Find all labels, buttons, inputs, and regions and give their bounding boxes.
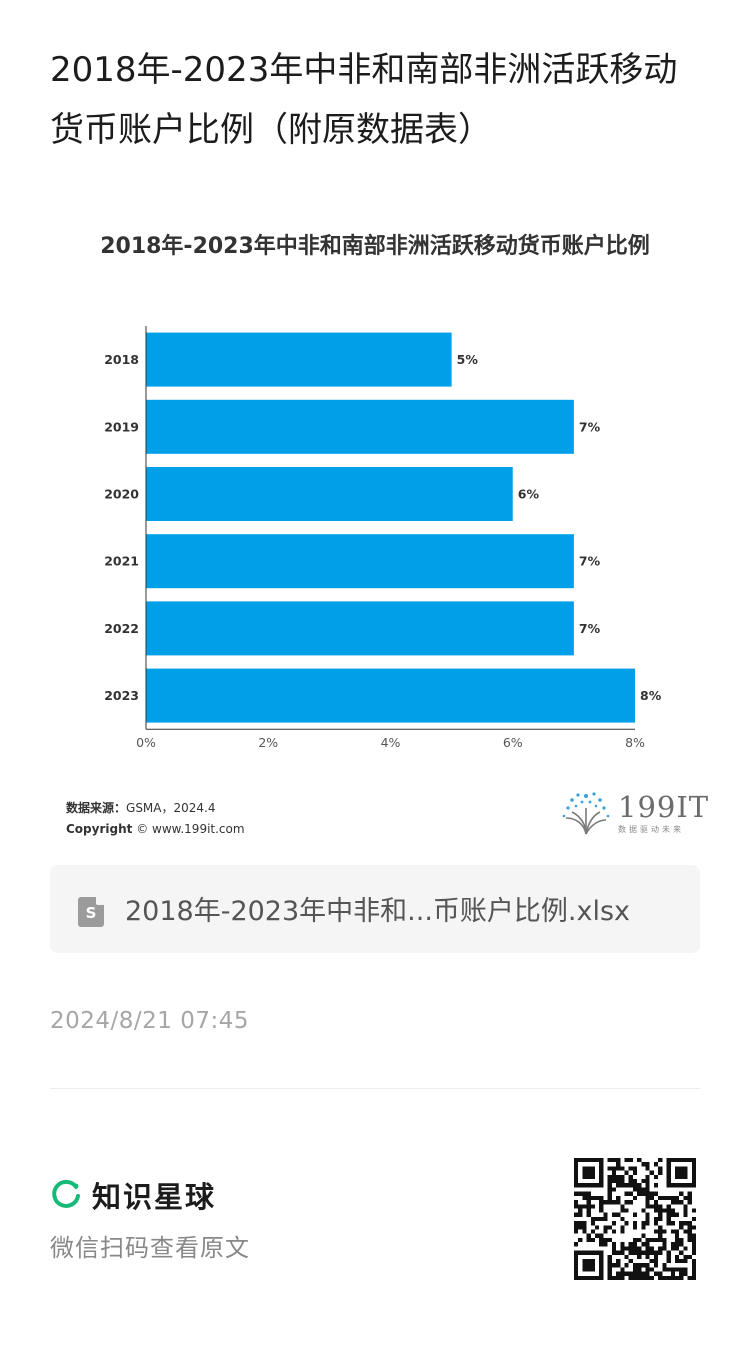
attachment-filename[interactable]: 2018年-2023年中非和...币账户比例.xlsx: [125, 896, 631, 927]
category-label: 2018: [104, 352, 139, 367]
category-label: 2023: [104, 688, 139, 703]
x-tick-label: 0%: [136, 735, 156, 750]
brand-logo: 199IT 数据驱动未来: [558, 788, 708, 838]
data-label: 8%: [640, 688, 662, 703]
brand-name: 199IT: [618, 790, 710, 824]
bar-2020: [146, 467, 513, 521]
source-info: 数据来源：GSMA，2024.4 Copyright © www.199it.c…: [66, 798, 245, 840]
bar-2023: [146, 668, 635, 723]
bar-2022: [146, 601, 574, 656]
category-label: 2022: [104, 621, 139, 636]
data-label: 6%: [518, 487, 540, 502]
chart-card: 2018 5% 2019 7% 2020 6% 2021 7% 2022 7% 2023 8% 0% 2%…: [50, 210, 708, 850]
brand-tagline: 数据驱动未来: [618, 825, 684, 834]
source-text: GSMA，2024.4: [126, 801, 216, 815]
category-label: 2019: [104, 419, 139, 434]
bar-2021: [146, 534, 574, 589]
chart-title: 2018年-2023年中非和南部非洲活跃移动货币账户比例: [100, 234, 650, 259]
bar-chart: 2018 5% 2019 7% 2020 6% 2021 7% 2022 7% 2023 8% 0% 2%…: [104, 326, 662, 750]
x-tick-label: 4%: [381, 735, 401, 750]
data-label: 5%: [457, 352, 479, 367]
spreadsheet-file-icon: S: [78, 897, 104, 927]
zsxq-ring-icon: [52, 1179, 80, 1208]
brand-flower-icon: [562, 792, 610, 835]
x-tick-label: 2%: [258, 735, 278, 750]
post-date: 2024/8/21 07:45: [50, 1008, 250, 1034]
data-label: 7%: [579, 554, 601, 569]
attachment-card[interactable]: S 2018年-2023年中非和...币账户比例.xlsx: [50, 865, 700, 953]
category-label: 2021: [104, 554, 139, 569]
x-tick-label: 8%: [625, 735, 645, 750]
zsxq-app-name: 知识星球: [92, 1180, 217, 1214]
scan-hint: 微信扫码查看原文: [50, 1234, 250, 1262]
source-label: 数据来源：: [66, 801, 127, 815]
qr-code[interactable]: [574, 1158, 696, 1280]
copyright-label: Copyright: [66, 822, 133, 836]
divider: [50, 1088, 700, 1089]
bar-2019: [146, 399, 574, 454]
page-title: 2018年-2023年中非和南部非洲活跃移动货币账户比例（附原数据表）: [50, 50, 678, 150]
zsxq-logo: 知识星球: [50, 1174, 240, 1214]
category-label: 2020: [104, 487, 139, 502]
data-label: 7%: [579, 621, 601, 636]
bar-2018: [146, 332, 452, 387]
data-label: 7%: [579, 419, 601, 434]
copyright-text: © www.199it.com: [136, 822, 245, 836]
x-tick-label: 6%: [503, 735, 523, 750]
